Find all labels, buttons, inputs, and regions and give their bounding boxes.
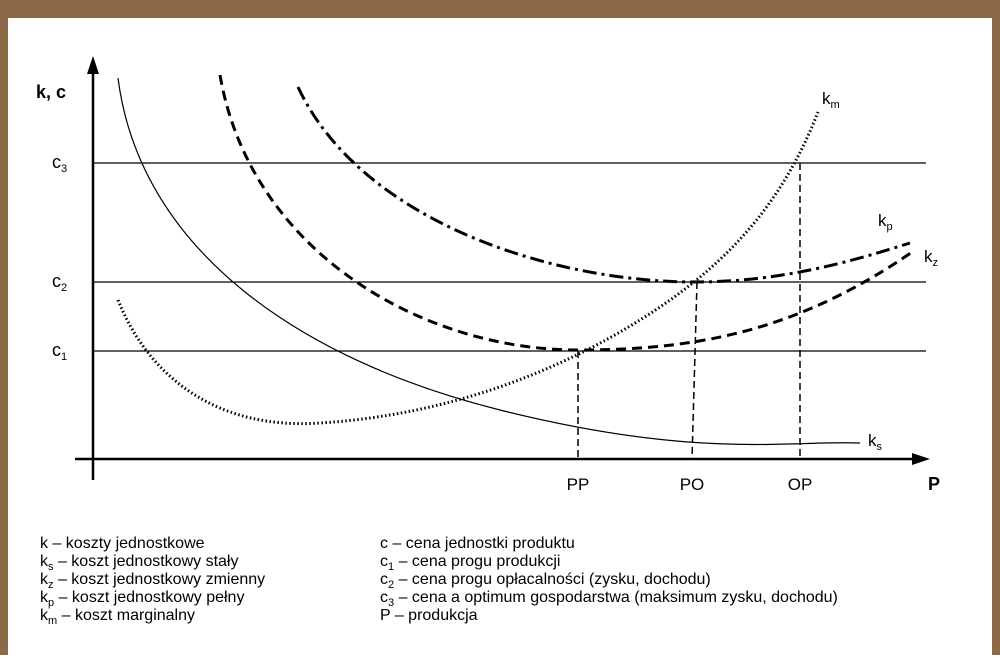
curves [116, 74, 916, 460]
legend-item: c1 – cena progu produkcji [380, 553, 560, 573]
threshold-label: PP [567, 475, 590, 494]
subscript: p [887, 221, 893, 233]
description: – koszt jednostkowy pełny [54, 589, 244, 606]
kz-curve [218, 74, 916, 352]
subscript: s [48, 561, 54, 573]
subscript: m [831, 99, 840, 111]
y-arrow [87, 56, 99, 74]
price-level-label: c1 [52, 340, 67, 363]
kp-curve [296, 86, 911, 284]
legend-item: ks – koszt jednostkowy stały [40, 553, 238, 573]
subscript: 1 [61, 351, 67, 363]
legend-item: c3 – cena a optimum gospodarstwa (maksim… [380, 589, 838, 609]
legend-item: k – koszty jednostkowe [40, 535, 205, 552]
description: – cena progu opłacalności (zysku, dochod… [394, 571, 711, 588]
symbol: k [822, 89, 831, 108]
symbol: c [380, 589, 388, 606]
subscript: 3 [61, 163, 67, 175]
subscript: 2 [388, 579, 394, 591]
symbol: c [380, 553, 388, 570]
subscript: p [48, 597, 54, 609]
legend-item: kp – koszt jednostkowy pełny [40, 589, 244, 609]
description: – cena jednostki produktu [388, 535, 575, 552]
canvas [8, 18, 992, 655]
legend-item: kz – koszt jednostkowy zmienny [40, 571, 265, 591]
symbol: k [868, 431, 877, 450]
legend-item: c2 – cena progu opłacalności (zysku, doc… [380, 571, 711, 591]
subscript: 1 [388, 561, 394, 573]
symbol: c [52, 340, 61, 360]
symbol: c [380, 571, 388, 588]
threshold-lines [577, 163, 801, 460]
symbol: k [40, 571, 49, 588]
legend-item: c – cena jednostki produktu [380, 535, 575, 552]
curve-label: kz [924, 247, 938, 269]
subscript: m [48, 615, 57, 627]
ks-curve [117, 77, 861, 446]
symbol: c [52, 152, 61, 172]
symbol: c [380, 535, 388, 552]
x-arrow [912, 453, 930, 465]
km-curve [116, 111, 820, 426]
subscript: 3 [388, 597, 394, 609]
description: – produkcja [390, 607, 477, 624]
axes [75, 70, 915, 480]
symbol: k [924, 247, 933, 266]
threshold-label: OP [788, 475, 813, 494]
description: – koszt jednostkowy zmienny [54, 571, 266, 588]
symbol: c [52, 271, 61, 291]
price-lines [93, 162, 926, 352]
symbol: P [380, 607, 390, 624]
po-line [691, 281, 698, 460]
curve-label: km [822, 89, 840, 111]
description: – koszt jednostkowy stały [54, 553, 239, 570]
description: – koszty jednostkowe [48, 535, 205, 552]
curve-label: kp [878, 211, 893, 233]
subscript: 2 [61, 282, 67, 294]
curve-label: ks [868, 431, 883, 453]
symbol: k [40, 553, 49, 570]
price-level-label: c2 [52, 271, 67, 294]
symbol: k [40, 589, 49, 606]
symbol: k [40, 535, 49, 552]
subscript: z [933, 257, 939, 269]
description: – cena a optimum gospodarstwa (maksimum … [394, 589, 838, 606]
y-axis-label: k, c [36, 82, 66, 102]
description: – koszt marginalny [57, 607, 195, 624]
threshold-label: PO [680, 475, 705, 494]
subscript: s [877, 441, 883, 453]
x-axis-label: P [928, 474, 940, 494]
description: – cena progu produkcji [394, 553, 560, 570]
legend-item: km – koszt marginalny [40, 607, 195, 627]
legend-item: P – produkcja [380, 607, 478, 624]
subscript: z [48, 579, 54, 591]
symbol: k [878, 211, 887, 230]
price-level-label: c3 [52, 152, 67, 175]
symbol: k [40, 607, 49, 624]
